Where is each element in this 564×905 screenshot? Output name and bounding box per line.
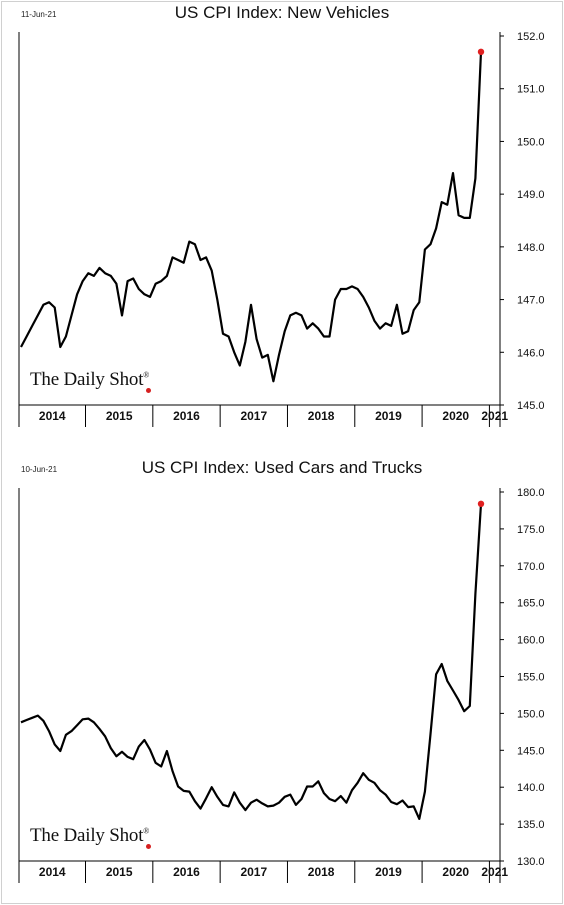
chart-date: 10-Jun-21 xyxy=(21,465,58,474)
chart-title: US CPI Index: Used Cars and Trucks xyxy=(141,458,423,477)
y-tick-label: 150.0 xyxy=(517,708,545,720)
x-year-label: 2019 xyxy=(375,409,402,423)
x-year-label: 2016 xyxy=(173,865,200,879)
chart-svg: 152.0 151.0 150.0 149.0 148.0 147.0 146.0 145.0… xyxy=(18,31,545,427)
y-tick-label: 145.0 xyxy=(517,745,545,757)
y-tick-label: 149.0 xyxy=(517,189,545,201)
x-year-label: 2015 xyxy=(106,409,133,423)
x-year-label: 2015 xyxy=(106,865,133,879)
y-tick-label: 165.0 xyxy=(517,598,545,610)
x-year-label: 2017 xyxy=(240,865,267,879)
y-tick-label: 180.0 xyxy=(517,487,545,499)
y-tick-label: 155.0 xyxy=(517,672,545,684)
y-tick-label: 148.0 xyxy=(517,242,545,254)
series-line xyxy=(20,503,483,820)
x-year-label: 2016 xyxy=(173,409,200,423)
y-tick-label: 147.0 xyxy=(517,295,545,307)
x-year-label: 2020 xyxy=(442,865,469,879)
y-tick-label: 135.0 xyxy=(517,819,545,831)
x-year-label: 2018 xyxy=(308,865,335,879)
y-tick-label: 150.0 xyxy=(517,136,545,148)
chart-title: US CPI Index: New Vehicles xyxy=(174,3,390,22)
chart-panel-used-cars: 10-Jun-21 US CPI Index: Used Cars and Tr… xyxy=(0,452,564,905)
y-tick-label: 146.0 xyxy=(517,347,545,359)
y-tick-label: 130.0 xyxy=(517,856,545,868)
x-year-label: 2021 xyxy=(481,409,508,423)
chart-date: 11-Jun-21 xyxy=(21,10,57,19)
y-tick-label: 145.0 xyxy=(517,400,545,412)
y-tick-label: 152.0 xyxy=(517,31,545,43)
x-year-label: 2020 xyxy=(442,409,469,423)
y-tick-label: 170.0 xyxy=(517,561,545,573)
y-tick-label: 175.0 xyxy=(517,524,545,536)
x-year-label: 2019 xyxy=(375,865,402,879)
daily-shot-logo: The Daily Shot® xyxy=(30,825,152,849)
y-tick-label: 151.0 xyxy=(517,84,545,96)
last-point-marker xyxy=(477,48,485,56)
x-year-label: 2017 xyxy=(240,409,267,423)
last-point-marker xyxy=(477,500,485,508)
x-year-label: 2014 xyxy=(39,865,66,879)
x-year-label: 2014 xyxy=(39,409,66,423)
chart-panel-new-vehicles: 11-Jun-21 US CPI Index: New Vehicles 152… xyxy=(0,0,564,452)
x-year-label: 2021 xyxy=(481,865,508,879)
chart-svg: 180.0 175.0 170.0 165.0 160.0 155.0 150.0 145.0… xyxy=(18,487,545,883)
y-tick-label: 140.0 xyxy=(517,782,545,794)
y-tick-label: 160.0 xyxy=(517,635,545,647)
daily-shot-logo: The Daily Shot® xyxy=(30,369,152,393)
x-year-label: 2018 xyxy=(308,409,335,423)
series-line xyxy=(20,51,483,383)
